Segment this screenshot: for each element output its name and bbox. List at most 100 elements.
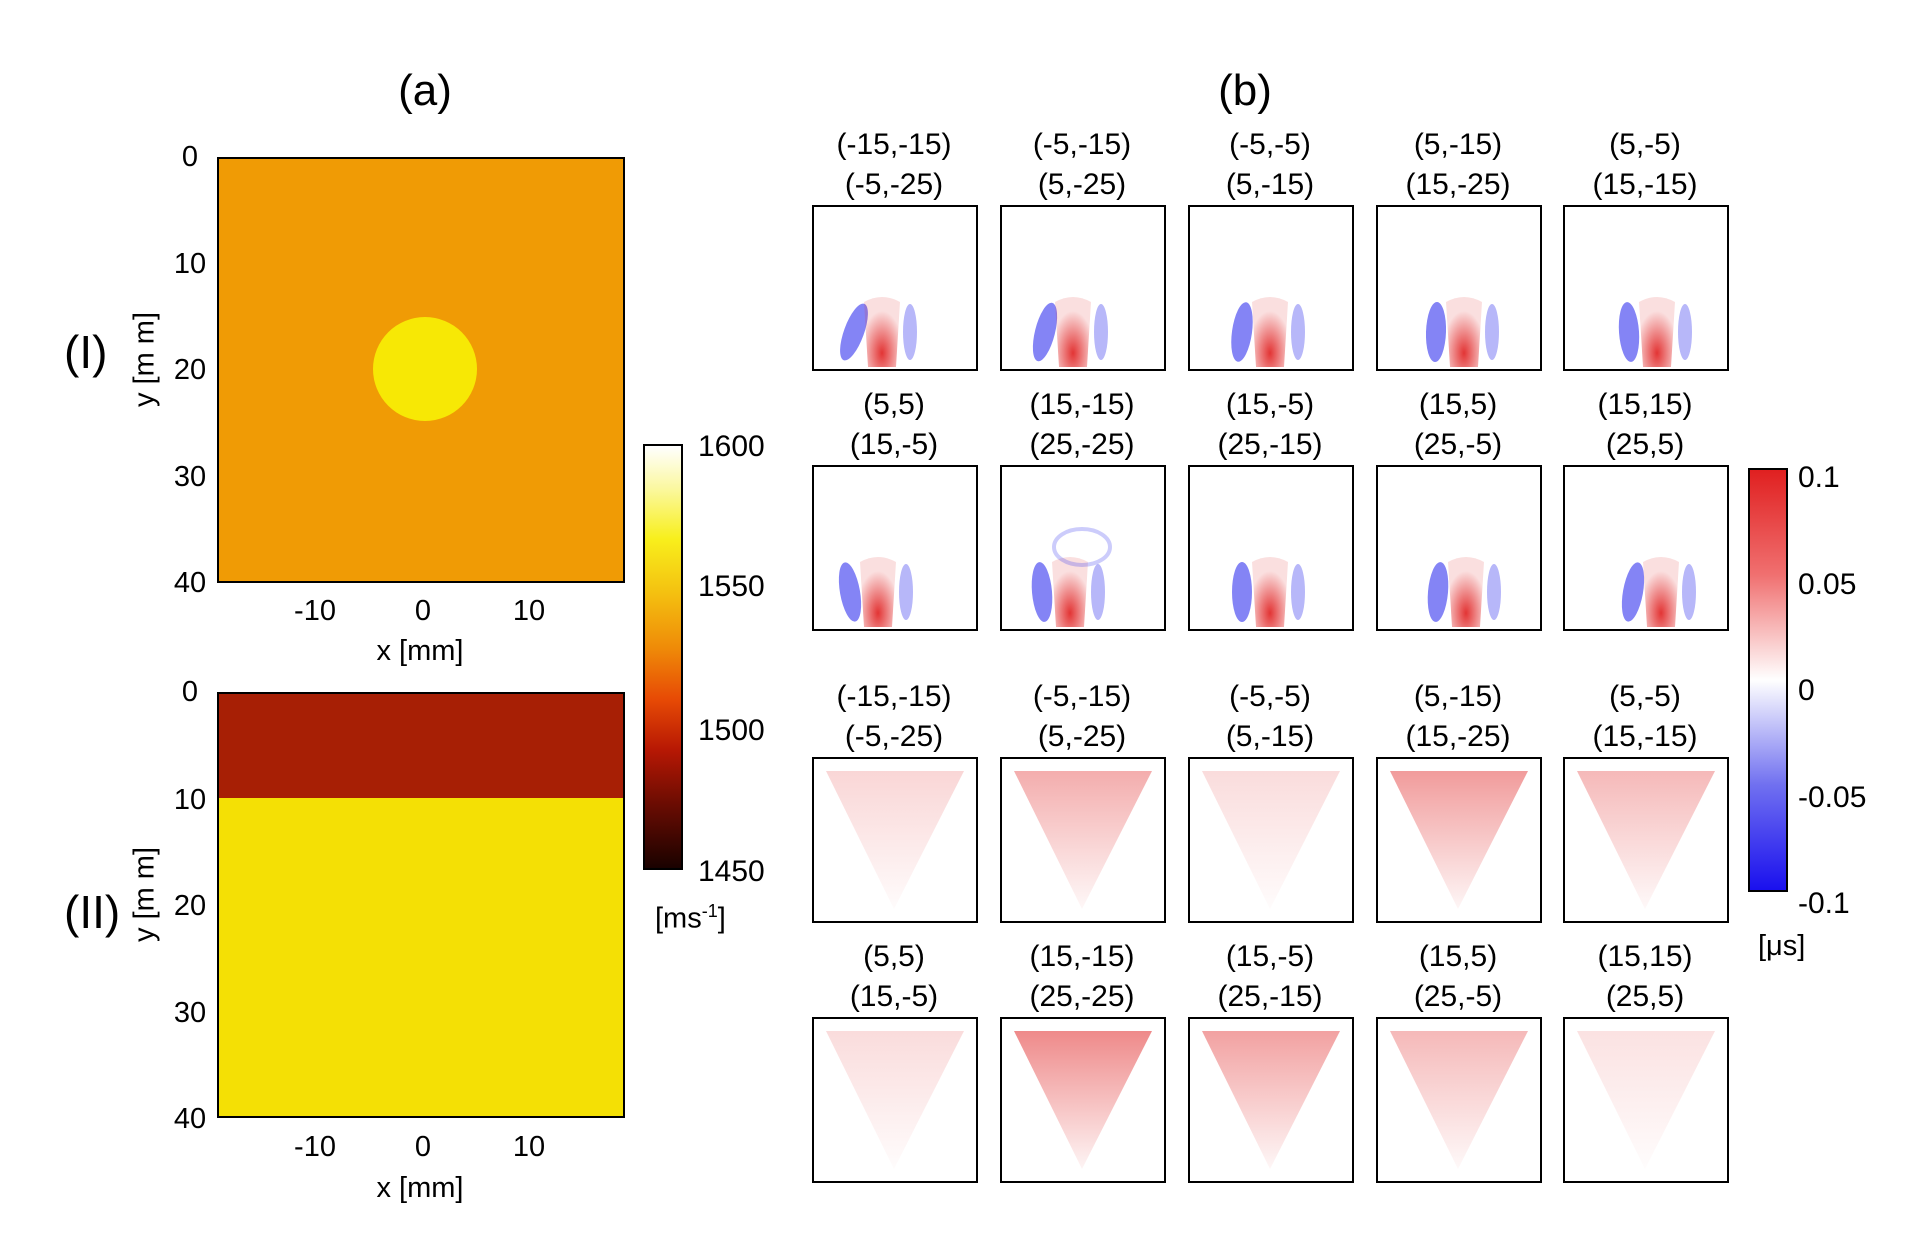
row-label-i: (I): [64, 326, 108, 378]
y-tick: 0: [181, 676, 199, 708]
colorbar-tick: 0.1: [1798, 461, 1840, 494]
title-line-1: (-15,-15): [836, 680, 952, 713]
title-line-1: (15,15): [1597, 388, 1693, 421]
title-line-2: (25,-15): [1217, 980, 1323, 1013]
delay-map: [1563, 757, 1729, 923]
small-plot-title: (15,-15) (25,-25): [972, 937, 1192, 1017]
panel-a-label: (a): [398, 66, 452, 115]
small-plot-title: (15,5) (25,-5): [1348, 385, 1568, 465]
y-tick: 20: [173, 354, 207, 386]
title-line-2: (15,-25): [1405, 720, 1511, 753]
delay-map: [1376, 757, 1542, 923]
delay-map: [812, 757, 978, 923]
title-line-2: (5,-25): [1037, 168, 1127, 201]
title-line-2: (25,5): [1605, 428, 1685, 461]
title-line-1: (15,-5): [1225, 940, 1315, 973]
y-tick: 20: [173, 890, 207, 922]
delay-map: [1188, 1017, 1354, 1183]
small-plot-title: (-5,-15) (5,-25): [972, 677, 1192, 757]
small-plot-title: (-5,-15) (5,-25): [972, 125, 1192, 205]
title-line-2: (-5,-25): [844, 168, 944, 201]
title-line-2: (5,-15): [1225, 168, 1315, 201]
delay-map: [1000, 205, 1166, 371]
title-line-1: (15,5): [1418, 388, 1498, 421]
title-line-1: (15,-15): [1029, 388, 1135, 421]
colorbar-tick: 1450: [698, 855, 765, 888]
x-tick: -10: [294, 595, 336, 627]
delay-map: [1376, 1017, 1542, 1183]
y-tick: 0: [181, 141, 199, 173]
title-line-1: (-5,-5): [1229, 680, 1311, 713]
small-plot-title: (-15,-15) (-5,-25): [784, 677, 1004, 757]
circular-inclusion: [373, 317, 477, 421]
title-line-1: (-5,-15): [1032, 128, 1132, 161]
colorbar-tick: 1600: [698, 430, 765, 463]
time-delay-colorbar: [1748, 468, 1788, 892]
small-plot-title: (15,-5) (25,-15): [1160, 385, 1380, 465]
colorbar-tick: -0.05: [1798, 781, 1867, 814]
panel-b-label: (b): [1218, 66, 1272, 115]
title-line-2: (25,-25): [1029, 980, 1135, 1013]
delay-map: [1188, 757, 1354, 923]
y-tick: 30: [173, 997, 207, 1029]
y-tick: 40: [173, 1103, 207, 1135]
title-line-1: (5,5): [863, 388, 925, 421]
title-line-2: (25,-25): [1029, 428, 1135, 461]
small-plot-title: (5,5) (15,-5): [784, 385, 1004, 465]
x-tick: -10: [294, 1131, 336, 1163]
small-plot-title: (15,-5) (25,-15): [1160, 937, 1380, 1017]
colorbar-tick: 1500: [698, 714, 765, 747]
delay-map: [1000, 757, 1166, 923]
title-line-1: (15,5): [1418, 940, 1498, 973]
delay-map: [1376, 205, 1542, 371]
small-plot-title: (-5,-5) (5,-15): [1160, 125, 1380, 205]
title-line-2: (-5,-25): [844, 720, 944, 753]
y-axis-label-ii: y [m m]: [128, 846, 161, 943]
sound-speed-map-i: [217, 157, 625, 583]
title-line-1: (5,-15): [1413, 128, 1503, 161]
x-axis-label-ii: x [mm]: [376, 1172, 464, 1204]
delay-map: [1000, 1017, 1166, 1183]
delay-map: [1000, 465, 1166, 631]
x-tick: 0: [414, 1131, 432, 1163]
title-line-2: (15,-15): [1592, 168, 1698, 201]
delay-map: [1563, 205, 1729, 371]
title-line-1: (-5,-15): [1032, 680, 1132, 713]
delay-map: [1563, 465, 1729, 631]
small-plot-title: (15,15) (25,5): [1535, 937, 1755, 1017]
delay-map: [812, 205, 978, 371]
row-label-ii: (II): [64, 886, 121, 938]
title-line-2: (25,-5): [1413, 980, 1503, 1013]
title-line-1: (15,-15): [1029, 940, 1135, 973]
y-tick: 40: [173, 567, 207, 599]
title-line-1: (15,15): [1597, 940, 1693, 973]
title-line-1: (-5,-5): [1229, 128, 1311, 161]
delay-map: [1376, 465, 1542, 631]
title-line-1: (5,-5): [1609, 128, 1681, 161]
title-line-1: (5,-5): [1609, 680, 1681, 713]
x-tick: 0: [414, 595, 432, 627]
title-line-2: (15,-15): [1592, 720, 1698, 753]
sound-speed-colorbar: [643, 444, 683, 870]
title-line-2: (25,5): [1605, 980, 1685, 1013]
y-tick: 30: [173, 461, 207, 493]
x-axis-label-i: x [mm]: [376, 635, 464, 667]
colorbar-tick: 0.05: [1798, 568, 1857, 601]
small-plot-title: (5,-5) (15,-15): [1535, 677, 1755, 757]
small-plot-title: (5,5) (15,-5): [784, 937, 1004, 1017]
colorbar-unit: [ms-1]: [655, 901, 726, 935]
title-line-2: (25,-15): [1217, 428, 1323, 461]
title-line-2: (5,-15): [1225, 720, 1315, 753]
delay-map: [812, 465, 978, 631]
small-plot-title: (5,-15) (15,-25): [1348, 125, 1568, 205]
bottom-layer: [219, 798, 623, 1116]
title-line-2: (15,-25): [1405, 168, 1511, 201]
title-line-2: (15,-5): [849, 428, 939, 461]
colorbar-tick: 0: [1798, 674, 1815, 707]
colorbar-tick: 1550: [698, 570, 765, 603]
small-plot-title: (-5,-5) (5,-15): [1160, 677, 1380, 757]
small-plot-title: (-15,-15) (-5,-25): [784, 125, 1004, 205]
delay-map: [1188, 465, 1354, 631]
small-plot-title: (5,-15) (15,-25): [1348, 677, 1568, 757]
title-line-2: (25,-5): [1413, 428, 1503, 461]
